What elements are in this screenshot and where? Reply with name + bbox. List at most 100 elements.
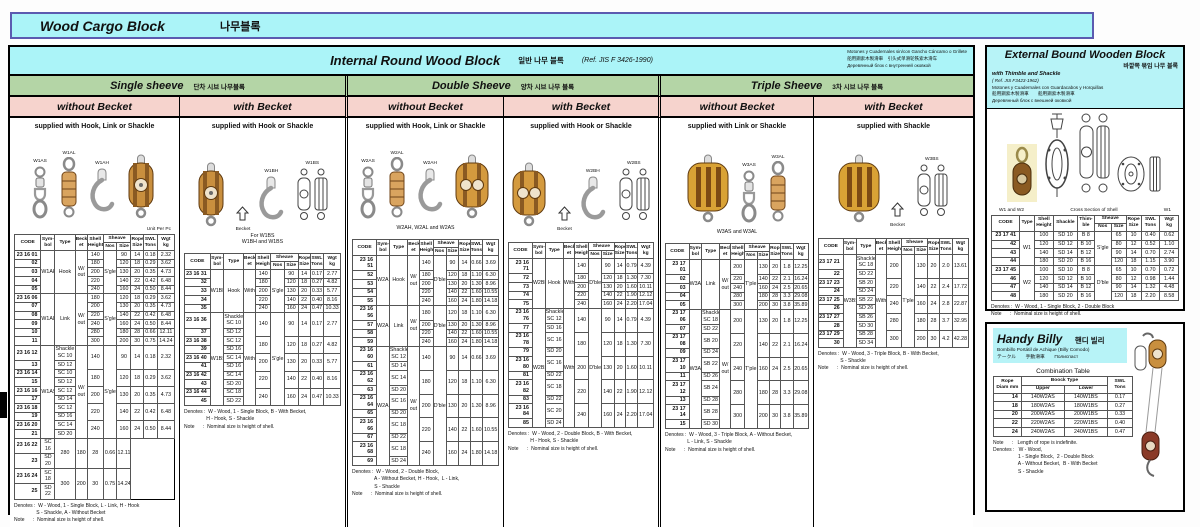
table-row: 33 200 130 20 0.33 5.77 bbox=[184, 286, 341, 297]
text-line: A - Without Becket, H - Hook, L - Link, bbox=[352, 476, 460, 483]
table-cell: 220 bbox=[255, 295, 272, 305]
table-cell: 23 16 06 bbox=[13, 293, 42, 303]
panel-triple-with-becket: supplied with Shackle Becket W3BS CODE Sym… bbox=[813, 118, 973, 527]
table-header-cell: Beck-et bbox=[874, 237, 888, 256]
table-header-cell: CODE bbox=[13, 233, 42, 252]
text-line: Деревянный блок с внутренней оковкой bbox=[847, 62, 931, 68]
table-cell: 12 bbox=[1125, 274, 1142, 284]
table-cell: 28 bbox=[769, 380, 782, 406]
table-cell: 4.48 bbox=[1159, 282, 1179, 293]
becket-header-5: without Becket bbox=[658, 97, 813, 118]
table-cell: SC 16 bbox=[544, 355, 564, 372]
table-cell: 20 bbox=[458, 393, 471, 419]
becket-header-1: without Becket bbox=[10, 97, 179, 118]
linkblock-icon bbox=[385, 156, 409, 224]
photo2-icon bbox=[451, 153, 493, 224]
table-header-row: Nos Size bbox=[666, 251, 809, 261]
table-cell: 18 bbox=[458, 270, 471, 281]
table-cell: 7.30 bbox=[637, 331, 654, 357]
table-row: 25 SD 22 bbox=[13, 483, 175, 500]
table-cell: W1 bbox=[1019, 230, 1035, 267]
table-cell: 32 bbox=[184, 277, 211, 288]
handy-billy-header: Handy Billy 핸디 빌리 Bombillo Portátil de A… bbox=[993, 328, 1127, 364]
table-cell: 30 bbox=[769, 300, 782, 310]
table-cell: 12.12 bbox=[637, 379, 654, 405]
table-cell: SD 26 bbox=[701, 371, 721, 382]
table-header-cell: Sym-bol bbox=[209, 252, 225, 271]
table-cell: 240 bbox=[255, 387, 272, 407]
table-row: 57 200 130 20 1.30 8.96 bbox=[351, 320, 499, 330]
figure-row: Becket W2BH W2BS bbox=[508, 132, 654, 232]
table-cell: 0.18 bbox=[142, 250, 158, 260]
table-cell: 140 bbox=[574, 307, 590, 333]
table-cell: 5.77 bbox=[323, 286, 341, 297]
table-header-cell: Thim-ble bbox=[1076, 214, 1095, 232]
table-cell: SC 12 bbox=[54, 386, 76, 396]
table-cell: 2.1 bbox=[780, 332, 794, 358]
table-row: 23 16 22 SC 16 280 180 28 0.66 12.11 bbox=[13, 437, 175, 470]
figure-label: Becket bbox=[890, 223, 905, 228]
table-cell: W/out bbox=[719, 259, 732, 310]
table-cell: 18 bbox=[130, 258, 144, 269]
table-cell: 22 bbox=[769, 274, 782, 285]
table-header-cell: SWL Tons bbox=[309, 252, 325, 271]
table-cell: W/out bbox=[407, 255, 420, 306]
table-header-cell: CODE bbox=[990, 214, 1021, 232]
table-row: 23 16 68 SC 18 240 160 24 1.80 14.18 bbox=[351, 441, 499, 467]
table-cell: SD 12 bbox=[1052, 239, 1078, 250]
table-cell: 180 bbox=[574, 331, 590, 357]
photo1-icon bbox=[123, 153, 159, 224]
table-cell: 0.33 bbox=[309, 286, 325, 297]
table-row: 11 300 200 30 0.75 14.24 bbox=[13, 336, 176, 346]
text-line: Denotes : W - Wood, 1 - Single Block, L … bbox=[14, 502, 140, 509]
table-cell: 1.30 bbox=[624, 331, 639, 357]
table-cell: SD 24 bbox=[701, 347, 721, 358]
table-cell: 140 bbox=[255, 312, 272, 338]
table-cell: B 10 bbox=[1076, 239, 1095, 250]
figure-fitting: W2AS bbox=[358, 159, 378, 224]
table-row: 23 17 12 SB 24 280 180 28 3.3 29.08 bbox=[665, 380, 810, 406]
table-cell: 200 bbox=[418, 393, 434, 419]
table-cell: 90 bbox=[1110, 282, 1127, 293]
table-header-cell: Sym-bol bbox=[688, 242, 703, 261]
table-cell: 2.1 bbox=[780, 274, 794, 285]
table-cell: 1.8 bbox=[780, 308, 794, 334]
table-cell: 28 bbox=[927, 312, 940, 331]
table-header-cell: Size bbox=[1110, 222, 1127, 232]
table-cell: 120 bbox=[1034, 239, 1054, 250]
table-cell: 23 16 78 bbox=[508, 331, 533, 348]
combination-table: Rope Diam mm Boock Type SWL Tons Upper Lower 14… bbox=[993, 376, 1134, 437]
table-cell: 120 bbox=[283, 336, 299, 355]
table-cell: 18 bbox=[993, 401, 1022, 411]
table-cell: B 8 bbox=[1076, 265, 1095, 276]
table-cell: 140 bbox=[574, 258, 590, 275]
table-cell: 18 bbox=[1125, 291, 1142, 301]
table-cell: 34 bbox=[184, 295, 211, 305]
table-cell: 14 bbox=[458, 255, 471, 272]
figure-label: W3BS bbox=[925, 157, 939, 162]
table-cell: 130 bbox=[116, 385, 132, 405]
section-single-sheeve: Single sheeve 단차 시브 나무블록 bbox=[10, 76, 345, 97]
table-row: 05 240 160 24 0.50 8.44 bbox=[13, 284, 176, 295]
table-cell: SD 22 bbox=[388, 432, 409, 443]
table-cell: 23 16 14 bbox=[13, 368, 42, 379]
table-cell: 23 17 41 bbox=[990, 231, 1021, 241]
table-cell: 4.82 bbox=[323, 277, 341, 288]
table-cell: 7.30 bbox=[637, 273, 654, 284]
hook-icon bbox=[88, 167, 116, 224]
table-cell: 17.04 bbox=[637, 403, 654, 429]
table-cell: 160 bbox=[116, 319, 132, 329]
table-cell: 23 16 31 bbox=[184, 269, 211, 279]
table-cell: 200 bbox=[730, 259, 746, 276]
table-cell: 23 16 51 bbox=[351, 255, 378, 272]
table-cell: 22 bbox=[818, 269, 844, 280]
table-cell: W2BS bbox=[531, 307, 546, 429]
page-title: Wood Cargo Block bbox=[40, 17, 165, 34]
table-cell: 24 bbox=[130, 284, 144, 295]
table-cell: 22 bbox=[130, 310, 144, 321]
table-cell: 130 bbox=[116, 301, 132, 312]
table-cell: 240 bbox=[730, 283, 746, 293]
table-cell: SC 14 bbox=[223, 353, 245, 363]
handy-billy-title: Handy Billy bbox=[997, 332, 1063, 346]
